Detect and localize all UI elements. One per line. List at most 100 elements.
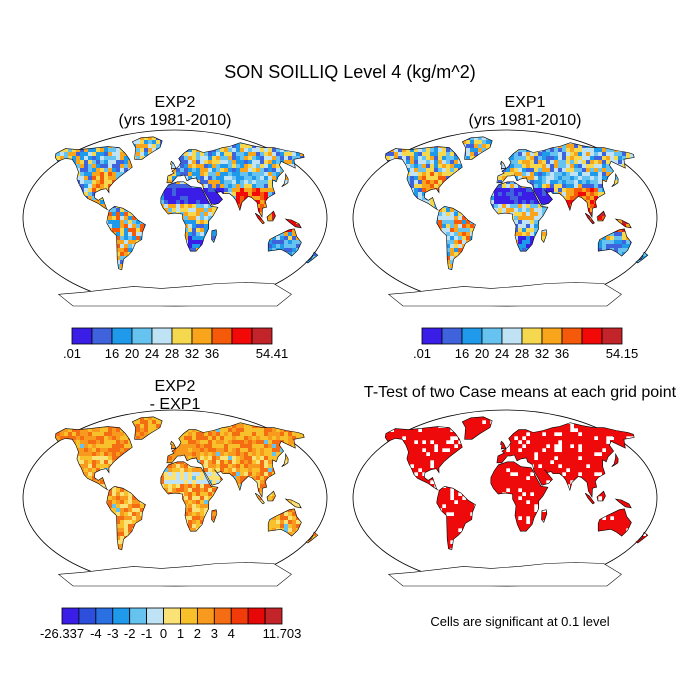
- exp1-colorbar-swatch: [461, 327, 483, 345]
- coastline-namerica: [54, 146, 133, 211]
- difference-colorbar-swatch: [264, 607, 283, 625]
- difference-colorbar-swatch: [230, 607, 249, 625]
- difference-colorbar-tick-label: -3: [107, 626, 119, 641]
- diff-panel-title: EXP2 - EXP1: [55, 378, 295, 414]
- diff-title-line1: EXP2: [154, 378, 196, 395]
- exp2-title-line2: (yrs 1981-2010): [118, 112, 232, 129]
- coastline-uk: [170, 160, 177, 170]
- exp1-colorbar: .01 16 20 24 28 32 36 54.15: [413, 327, 639, 361]
- coastline-nz: [305, 531, 319, 544]
- difference-colorbar-tick-label: -26.337: [40, 626, 84, 641]
- exp1-colorbar-tick-label: .01: [413, 346, 431, 361]
- exp2-colorbar-tick-label: 20: [125, 346, 139, 361]
- coastline-antarctica: [57, 562, 292, 587]
- coastline-samerica: [106, 485, 146, 551]
- coastline-sumatra: [254, 212, 265, 225]
- difference-colorbar-swatch: [112, 607, 131, 625]
- exp2-colorbar-tick-label: .01: [63, 346, 81, 361]
- exp1-title-line2: (yrs 1981-2010): [468, 112, 582, 129]
- coastline-madagascar: [541, 229, 548, 244]
- exp1-panel-title: EXP1 (yrs 1981-2010): [405, 94, 645, 130]
- coastline-nz: [635, 531, 649, 544]
- exp1-colorbar-tick-label: 20: [475, 346, 489, 361]
- exp1-colorbar-swatch: [501, 327, 523, 345]
- exp1-colorbar-tick-label: 16: [455, 346, 469, 361]
- exp2-colorbar-tick-label: 32: [185, 346, 199, 361]
- coastline-uk: [500, 440, 507, 450]
- coastline-greenland: [131, 416, 163, 440]
- coastline-eurasia: [166, 422, 305, 498]
- coastline-samerica: [106, 205, 146, 271]
- coastline-borneo: [596, 210, 606, 222]
- exp1-map: [352, 129, 658, 307]
- exp1-colorbar-swatch: [541, 327, 563, 345]
- difference-colorbar: -26.337 -4 -3 -2 -1 0 1 2 3 4 11.703: [40, 607, 302, 641]
- exp2-colorbar-swatch: [91, 327, 113, 345]
- coastline-japan: [611, 452, 619, 467]
- exp2-title-line1: EXP2: [154, 94, 196, 111]
- coastline-nz: [305, 251, 319, 264]
- exp2-colorbar-tick-label: 28: [165, 346, 179, 361]
- coastline-namerica: [384, 426, 463, 491]
- coastline-namerica: [384, 146, 463, 211]
- coastline-samerica: [436, 485, 476, 551]
- coastline-madagascar: [211, 229, 218, 244]
- exp1-colorbar-swatch: [581, 327, 603, 345]
- difference-colorbar-swatch: [129, 607, 148, 625]
- coastline-uk: [500, 160, 507, 170]
- coastline-sumatra: [584, 212, 595, 225]
- exp2-colorbar-swatch: [231, 327, 253, 345]
- coastline-africa: [160, 181, 219, 252]
- coastline-sumatra: [584, 492, 595, 505]
- coastline-newguinea: [284, 218, 302, 229]
- difference-colorbar-swatch: [95, 607, 114, 625]
- coastline-eurasia: [166, 142, 305, 218]
- difference-colorbar-swatch: [163, 607, 181, 625]
- coastline-samerica: [436, 205, 476, 271]
- difference-colorbar-swatch: [78, 607, 97, 625]
- difference-colorbar-swatch: [61, 607, 80, 625]
- exp1-colorbar-tick-label: 54.15: [606, 346, 639, 361]
- exp2-colorbar-swatch: [251, 327, 273, 345]
- coastline-uk: [170, 440, 177, 450]
- exp1-colorbar-tick-label: 32: [535, 346, 549, 361]
- exp1-colorbar-tick-label: 24: [495, 346, 509, 361]
- difference-colorbar-tick-label: 1: [177, 626, 184, 641]
- difference-colorbar-tick-label: 4: [228, 626, 235, 641]
- ttest-panel-title: T-Test of two Case means at each grid po…: [363, 384, 677, 401]
- coastline-madagascar: [211, 509, 218, 524]
- exp2-colorbar-swatch: [191, 327, 213, 345]
- coastline-australia: [597, 228, 632, 257]
- coastline-newguinea: [614, 218, 632, 229]
- exp1-colorbar-swatch: [561, 327, 583, 345]
- coastline-antarctica: [57, 282, 292, 307]
- exp2-colorbar-tick-label: 36: [205, 346, 219, 361]
- exp2-colorbar-swatch: [211, 327, 233, 345]
- difference-colorbar-tick-label: -2: [124, 626, 136, 641]
- exp2-colorbar-tick-label: 16: [105, 346, 119, 361]
- difference-colorbar-swatch: [196, 607, 215, 625]
- ttest-map: [352, 409, 658, 587]
- coastline-greenland: [461, 136, 493, 160]
- coastline-newguinea: [614, 498, 632, 509]
- exp2-colorbar-swatch: [111, 327, 133, 345]
- exp2-colorbar-tick-label: 54.41: [256, 346, 289, 361]
- exp2-panel-title: EXP2 (yrs 1981-2010): [55, 94, 295, 130]
- exp1-colorbar-swatch: [521, 327, 543, 345]
- coastline-eurasia: [496, 142, 635, 218]
- difference-colorbar-tick-label: -4: [90, 626, 102, 641]
- difference-colorbar-tick-label: 0: [160, 626, 167, 641]
- difference-colorbar-swatch: [180, 607, 198, 625]
- difference-colorbar-tick-label: -1: [141, 626, 153, 641]
- coastline-borneo: [266, 490, 276, 502]
- exp2-colorbar-tick-label: 24: [145, 346, 159, 361]
- exp2-colorbar: .01 16 20 24 28 32 36 54.41: [63, 327, 289, 361]
- exp2-colorbar-swatch: [71, 327, 93, 345]
- exp1-title-line1: EXP1: [504, 94, 546, 111]
- difference-colorbar-tick-label: 2: [194, 626, 201, 641]
- exp1-colorbar-tick-label: 36: [555, 346, 569, 361]
- difference-colorbar-tick-label: 11.703: [263, 626, 302, 641]
- coastline-sumatra: [254, 492, 265, 505]
- coastline-newguinea: [284, 498, 302, 509]
- exp1-colorbar-swatch: [441, 327, 463, 345]
